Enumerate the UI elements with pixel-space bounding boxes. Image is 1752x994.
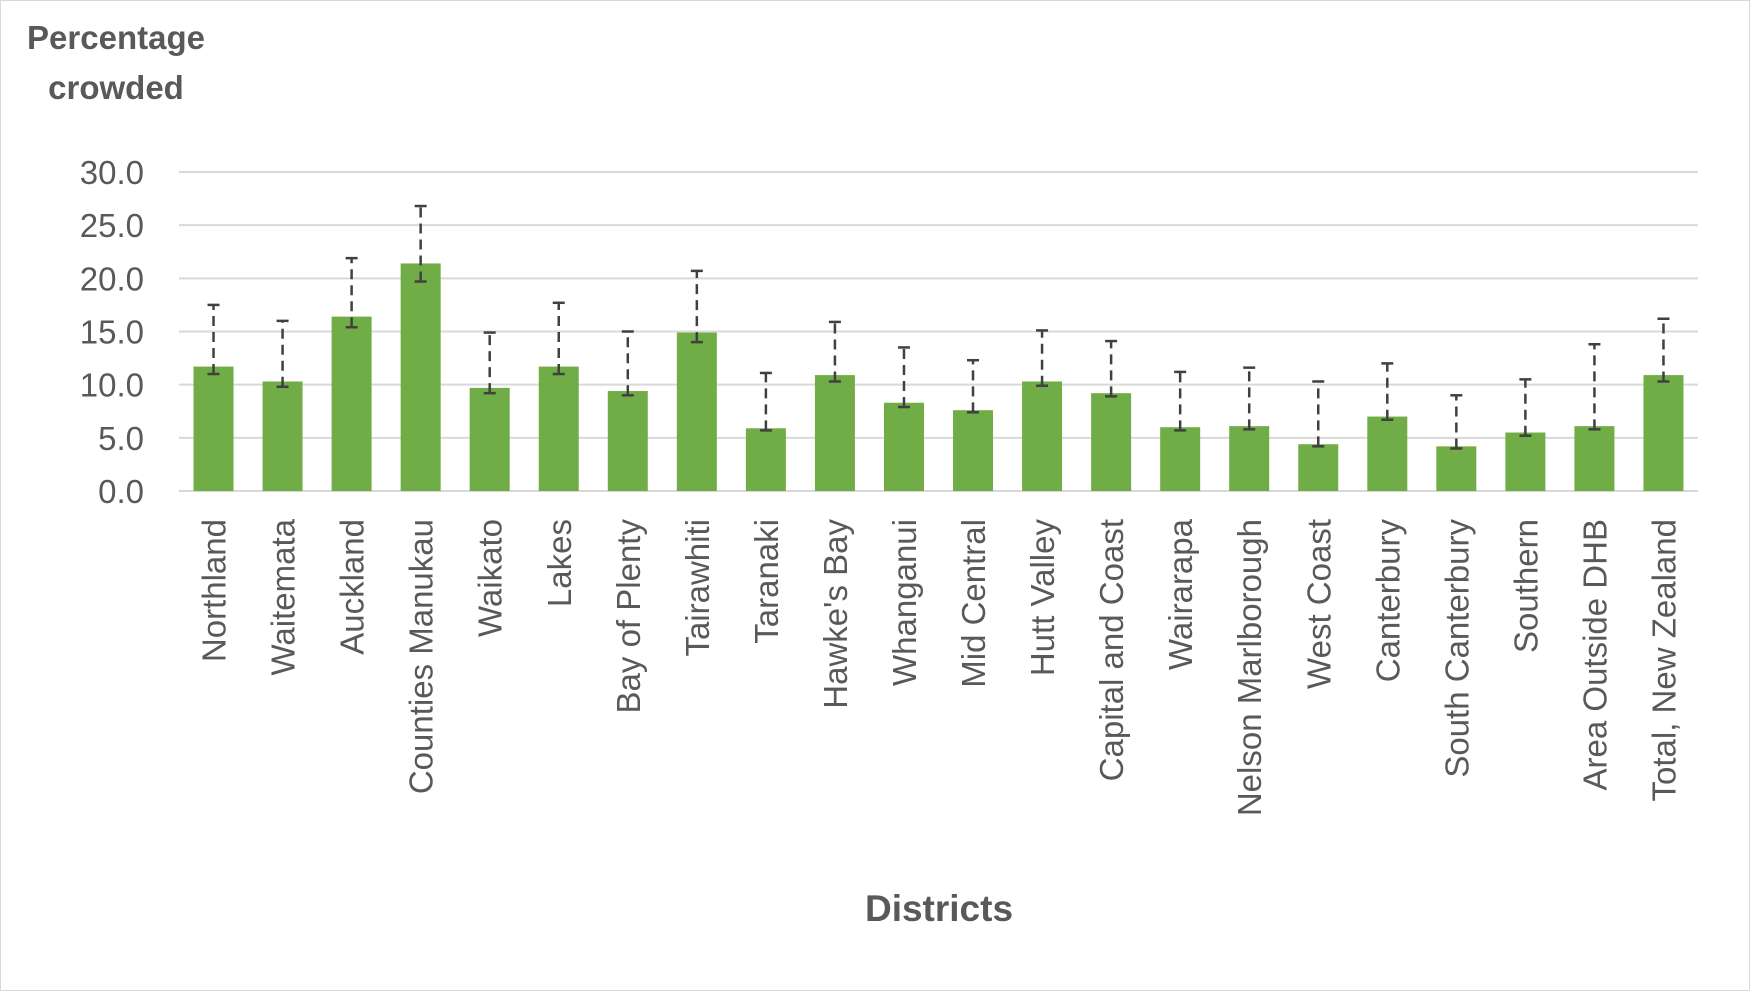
x-tick-label: Area Outside DHB (1576, 519, 1613, 790)
x-tick-label: Bay of Plenty (610, 519, 647, 714)
y-tick-label: 10.0 (80, 367, 144, 404)
bar (331, 316, 372, 491)
bar (262, 381, 303, 491)
bar (1298, 444, 1339, 491)
y-tick-label: 30.0 (80, 154, 144, 191)
x-tick-label: Wairarapa (1162, 518, 1199, 670)
bar (1367, 416, 1408, 491)
y-tick-label: 5.0 (98, 420, 144, 457)
x-tick-label: Nelson Marlborough (1231, 519, 1268, 816)
x-tick-label: Whanganui (886, 519, 923, 686)
bar (1436, 446, 1477, 491)
y-axis-ticks: 0.0 5.0 10.0 15.0 20.0 25.0 30.0 (80, 154, 144, 510)
y-axis-label-line-1: Percentage (27, 19, 205, 56)
bar (193, 366, 234, 491)
bar (1229, 426, 1270, 491)
x-tick-label: Capital and Coast (1093, 519, 1130, 781)
y-tick-label: 0.0 (98, 473, 144, 510)
bar (953, 410, 994, 491)
bar (469, 387, 510, 491)
x-tick-label: Mid Central (955, 519, 992, 688)
x-tick-label: Waikato (472, 519, 509, 637)
x-tick-label: Northland (196, 519, 233, 662)
bar (538, 366, 579, 491)
error-bars (207, 204, 1670, 450)
bar (607, 391, 648, 491)
x-tick-label: Southern (1507, 519, 1544, 653)
x-tick-label: Hawke's Bay (817, 519, 854, 709)
x-tick-label: Lakes (541, 519, 578, 607)
bar (1160, 427, 1201, 491)
x-tick-label: Tairawhiti (679, 519, 716, 657)
bar (1091, 393, 1132, 491)
y-axis-label-line-2: crowded (48, 69, 184, 106)
y-tick-label: 15.0 (80, 314, 144, 351)
bar (1643, 375, 1684, 491)
x-axis-ticks: Northland Waitemata Auckland Counties Manuk… (196, 518, 1683, 816)
bar (1574, 426, 1615, 491)
bars (193, 263, 1684, 491)
x-tick-label: Taranaki (748, 519, 785, 644)
bar (676, 332, 717, 491)
x-tick-label: Canterbury (1369, 519, 1406, 683)
bar (400, 263, 441, 491)
x-tick-label: Counties Manukau (403, 519, 440, 794)
x-axis-label: Districts (865, 888, 1013, 929)
x-tick-label: Hutt Valley (1024, 519, 1061, 677)
bar (1022, 381, 1063, 491)
bar (745, 428, 786, 491)
x-tick-label: Total, New Zealand (1645, 519, 1682, 801)
x-tick-label: South Canterbury (1438, 519, 1475, 778)
bar (1505, 432, 1546, 491)
bar (883, 402, 924, 491)
x-tick-label: Waitemata (265, 518, 302, 675)
x-tick-label: West Coast (1300, 519, 1337, 689)
bar (814, 375, 855, 491)
y-tick-label: 25.0 (80, 207, 144, 244)
y-tick-label: 20.0 (80, 260, 144, 297)
x-tick-label: Auckland (334, 519, 371, 655)
